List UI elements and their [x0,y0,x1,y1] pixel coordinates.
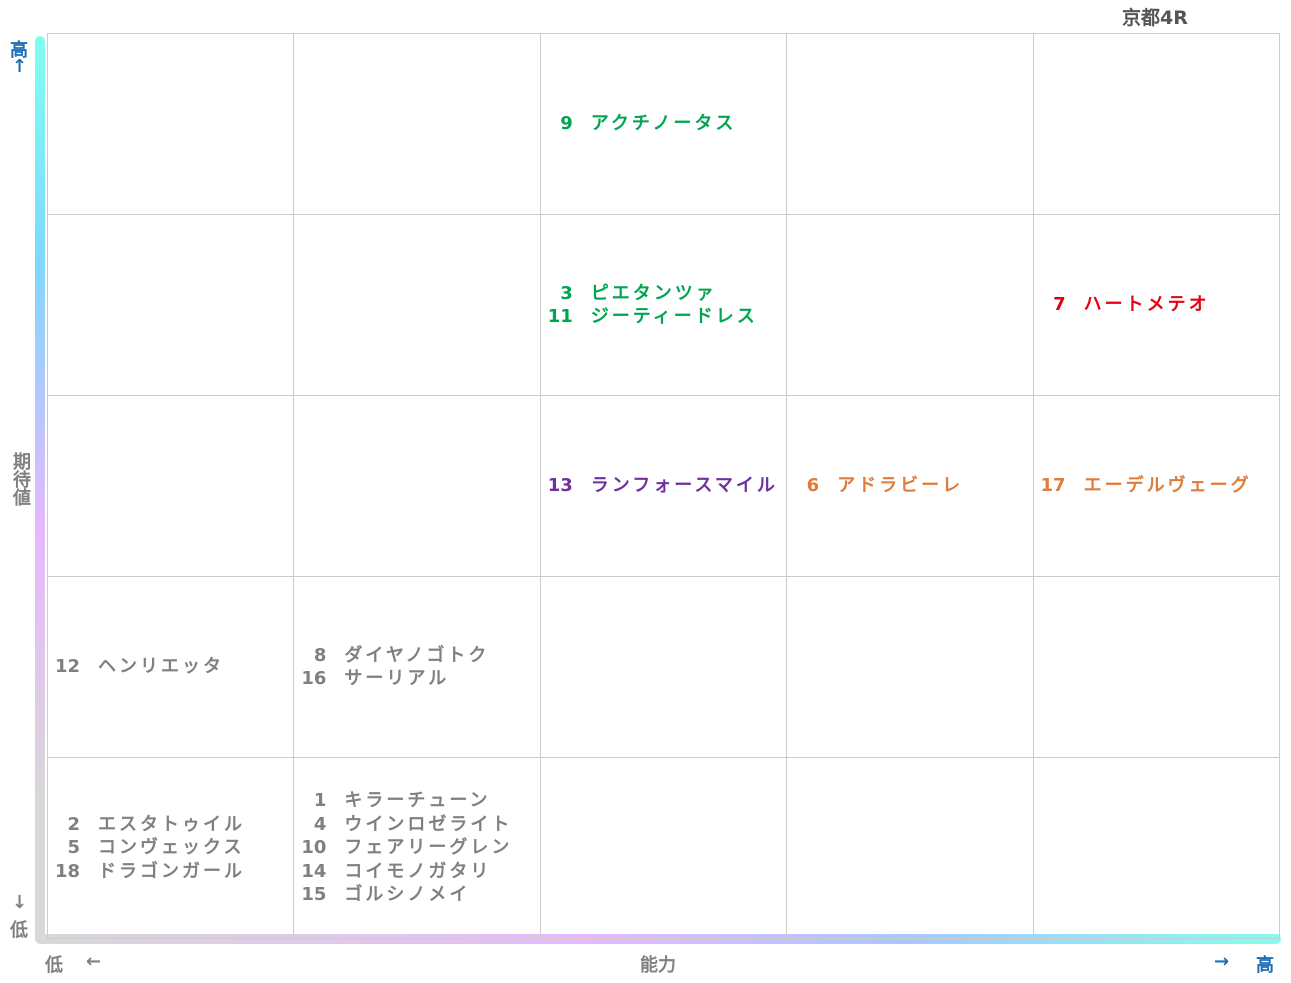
entry: 13 ランフォースマイル [545,474,786,498]
cell: 7 ハートメテオ [1032,215,1279,396]
x-high: 高 [1256,955,1274,976]
horse-name: ヘンリエッタ [98,656,224,678]
horse-number: 17 [1040,475,1066,497]
horse-name: ダイヤノゴトク [344,644,490,666]
horse-number: 2 [67,813,80,835]
x-low: 低 [45,955,63,976]
horse-name: エスタトゥイル [98,813,245,835]
horse-number: 9 [560,113,573,135]
cell: 8 ダイヤノゴトク 16 サーリアル [293,577,540,758]
horse-name: ジーティードレス [590,306,758,327]
cell: 12 ヘンリエッタ [47,577,294,758]
horse-name: コイモノガタリ [344,860,492,882]
cell: 6 アドラビーレ [786,396,1033,577]
horse-number: 6 [806,475,820,497]
horse-number: 4 [313,813,327,835]
horse-number: 12 [54,656,80,678]
cell [47,34,294,215]
horse-number: 7 [1053,294,1066,316]
entry: 7 ハートメテオ [1038,293,1279,317]
cell [539,758,787,939]
horse-name: ピエタンツァ [590,282,717,304]
horse-name: コンヴェックス [98,837,245,859]
entry: 9 アクチノータス [545,112,786,136]
y-down-arrow: ↓ [12,892,28,913]
horse-number: 11 [547,306,573,327]
cell: 2 エスタトゥイル 5 コンヴェックス 18 ドラゴンガール [47,758,294,939]
horse-name: ウインロゼライト [344,813,513,835]
horse-number: 8 [313,644,327,666]
horse-number: 5 [67,837,80,859]
horse-name: ランフォースマイル [590,475,778,497]
cell: 1 キラーチューン 4 ウインロゼライト 10 フェアリーグレン 14 コイモノガタリ 15 ゴル… [293,758,540,939]
entry: 1 キラーチューン [298,789,539,813]
horse-name: キラーチューン [344,790,491,812]
grid: 9 アクチノータス 3 ピエタンツァ 11 ジーティードレス 7 ハートメテオ 13 ランフォース… [47,33,1280,939]
entry: 2 エスタトゥイル [52,813,293,837]
y-up-arrow: ↑ [12,56,28,77]
cell [1032,758,1279,939]
entry: 3 ピエタンツァ [545,282,786,306]
x-label: 能力 [640,955,676,976]
cell: 17 エーデルヴェーグ [1032,396,1279,577]
cell: 9 アクチノータス [539,34,787,215]
y-axis-bar [35,36,45,942]
horse-name: サーリアル [344,668,450,689]
horse-number: 10 [301,837,327,859]
cell [47,215,294,396]
x-right-arrow: → [1214,951,1230,972]
horse-name: エーデルヴェーグ [1083,475,1252,497]
horse-number: 13 [547,475,573,497]
x-axis-bar [35,934,1281,944]
horse-number: 1 [313,790,327,812]
horse-number: 3 [560,282,573,304]
cell [786,758,1033,939]
horse-number: 16 [301,668,327,689]
x-left-arrow: ← [86,951,102,972]
y-high: 高 [10,40,28,61]
horse-name: アドラビーレ [837,475,964,497]
entry: 18 ドラゴンガール [52,860,293,884]
entry: 4 ウインロゼライト [298,813,539,837]
horse-number: 14 [301,860,327,882]
horse-number: 15 [301,884,327,906]
horse-name: ゴルシノメイ [344,884,471,906]
y-low: 低 [10,920,28,941]
cell [293,396,540,577]
cell [293,215,540,396]
cell [786,34,1033,215]
y-label: 期待値 [10,452,31,506]
cell: 3 ピエタンツァ 11 ジーティードレス [539,215,787,396]
entry: 14 コイモノガタリ [298,860,539,884]
entry: 16 サーリアル [298,667,539,691]
horse-name: ハートメテオ [1083,294,1210,316]
cell [539,577,787,758]
cell [47,396,294,577]
entry: 6 アドラビーレ [791,474,1032,498]
horse-name: ドラゴンガール [98,860,245,882]
cell [786,215,1033,396]
title: 京都4R [1122,7,1188,29]
entry: 5 コンヴェックス [52,836,293,860]
cell: 13 ランフォースマイル [539,396,787,577]
cell [1032,577,1279,758]
entry: 10 フェアリーグレン [298,836,539,860]
horse-number: 18 [54,860,80,882]
entry: 15 ゴルシノメイ [298,883,539,907]
entry: 17 エーデルヴェーグ [1038,474,1279,498]
horse-name: フェアリーグレン [344,837,513,859]
entry: 12 ヘンリエッタ [52,655,293,679]
cell [1032,34,1279,215]
cell [786,577,1033,758]
entry: 11 ジーティードレス [545,305,786,329]
entry: 8 ダイヤノゴトク [298,644,539,668]
horse-name: アクチノータス [590,113,737,135]
cell [293,34,540,215]
